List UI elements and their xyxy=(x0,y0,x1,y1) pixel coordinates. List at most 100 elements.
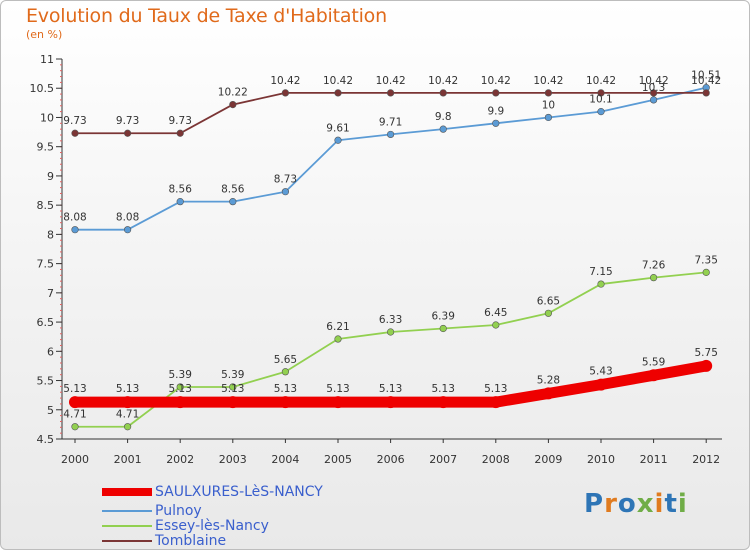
x-tick-label: 2011 xyxy=(640,453,668,466)
data-label: 10.42 xyxy=(639,75,669,87)
y-tick-label: 4.5 xyxy=(37,433,55,446)
data-label: 10 xyxy=(542,99,555,111)
data-label: 8.56 xyxy=(221,184,245,196)
legend-swatch xyxy=(102,510,152,512)
data-label: 6.39 xyxy=(432,311,455,323)
data-label: 10.42 xyxy=(533,75,563,87)
data-point xyxy=(597,89,605,97)
data-label: 6.45 xyxy=(484,307,507,319)
data-point xyxy=(597,108,605,116)
data-point xyxy=(544,113,553,122)
chart-title: Evolution du Taux de Taxe d'Habitation xyxy=(26,5,387,27)
data-label: 9.8 xyxy=(435,111,452,123)
data-point xyxy=(123,226,132,234)
data-point xyxy=(702,268,710,276)
y-tick-label: 10.5 xyxy=(30,82,55,95)
data-point xyxy=(492,321,500,329)
data-label: 5.13 xyxy=(484,383,507,395)
data-label: 4.71 xyxy=(63,409,86,421)
data-label: 8.08 xyxy=(116,212,139,224)
x-tick-label: 2012 xyxy=(692,453,720,466)
x-tick-label: 2010 xyxy=(587,453,615,466)
data-point xyxy=(229,198,237,206)
data-point xyxy=(334,89,342,97)
data-label: 10.1 xyxy=(589,94,612,106)
data-point xyxy=(229,383,237,391)
data-point xyxy=(702,89,710,97)
x-tick-label: 2003 xyxy=(219,453,247,466)
data-point xyxy=(647,369,660,382)
series-line xyxy=(74,86,708,231)
data-point xyxy=(334,136,342,144)
data-label: 5.13 xyxy=(169,383,192,395)
data-point xyxy=(174,396,187,409)
data-point xyxy=(281,368,290,376)
data-point xyxy=(332,396,344,409)
data-point xyxy=(439,125,447,133)
data-point xyxy=(489,396,502,409)
data-label: 10.42 xyxy=(376,75,406,87)
y-tick-label: 7 xyxy=(47,287,54,300)
data-label: 5.13 xyxy=(432,383,455,395)
data-point xyxy=(281,188,290,196)
y-tick-label: 9 xyxy=(47,170,54,183)
data-label: 8.56 xyxy=(169,184,193,196)
data-label: 10.3 xyxy=(642,82,665,94)
data-point xyxy=(492,89,500,97)
data-point xyxy=(544,309,553,317)
data-point xyxy=(69,396,81,409)
y-tick-label: 5.5 xyxy=(37,375,55,388)
data-label: 4.71 xyxy=(116,409,139,421)
legend-label: SAULXURES-LèS-NANCY xyxy=(155,484,323,500)
data-point xyxy=(387,130,395,139)
data-label: 9.71 xyxy=(379,116,402,128)
data-point xyxy=(542,387,555,400)
data-label: 10.51 xyxy=(691,70,721,82)
y-tick-label: 10 xyxy=(40,111,54,124)
data-label: 10.42 xyxy=(323,75,353,87)
data-point xyxy=(384,396,397,409)
data-label: 10.42 xyxy=(481,75,511,87)
data-label: 5.75 xyxy=(695,347,718,359)
data-point xyxy=(649,89,658,97)
data-point xyxy=(123,423,132,431)
y-tick-label: 5 xyxy=(47,404,54,417)
data-label: 5.39 xyxy=(169,369,192,381)
data-point xyxy=(334,335,342,343)
x-tick-label: 2005 xyxy=(324,453,352,466)
data-label: 10.42 xyxy=(691,75,721,87)
data-label: 5.13 xyxy=(116,383,139,395)
x-tick-label: 2002 xyxy=(166,453,194,466)
data-label: 5.13 xyxy=(379,383,402,395)
x-tick-label: 2007 xyxy=(429,453,457,466)
data-label: 8.08 xyxy=(63,212,86,224)
y-tick-label: 7.5 xyxy=(37,258,55,271)
x-tick-label: 2008 xyxy=(482,453,510,466)
data-point xyxy=(281,89,290,97)
data-point xyxy=(176,383,184,391)
data-label: 6.65 xyxy=(537,295,560,307)
legend-swatch xyxy=(102,525,152,527)
data-point xyxy=(387,328,395,336)
data-label: 5.13 xyxy=(63,383,86,395)
data-point xyxy=(176,198,184,206)
data-label: 10.22 xyxy=(218,87,248,99)
legend-swatch xyxy=(102,488,152,496)
legend-label: Pulnoy xyxy=(155,503,202,519)
data-point xyxy=(437,396,450,409)
data-point xyxy=(71,226,79,234)
legend-swatch xyxy=(102,540,152,542)
data-point xyxy=(123,129,132,137)
data-label: 9.73 xyxy=(169,115,192,127)
x-tick-label: 2009 xyxy=(534,453,562,466)
data-point xyxy=(71,423,79,431)
data-point xyxy=(595,378,607,391)
data-point xyxy=(597,280,605,288)
data-label: 10.42 xyxy=(428,75,458,87)
data-point xyxy=(700,359,713,372)
y-tick-label: 6.5 xyxy=(37,316,55,329)
y-tick-label: 8.5 xyxy=(37,199,55,212)
x-tick-label: 2001 xyxy=(114,453,142,466)
